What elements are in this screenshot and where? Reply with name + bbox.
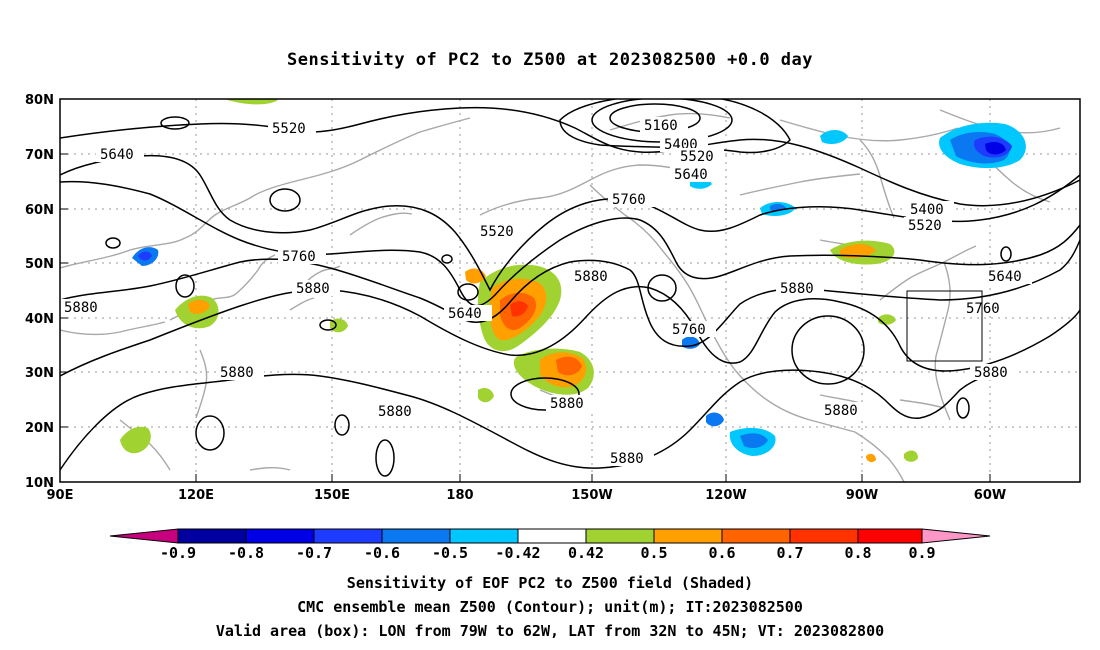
- lat-axis: 80N 70N 60N 50N 40N 30N 20N 10N: [25, 93, 68, 491]
- lon-axis: 90E 120E 150E 180 150W 120W 90W 60W: [47, 474, 1006, 503]
- lon-tick-label: 150E: [314, 488, 350, 503]
- colorbar-label: -0.9: [160, 544, 196, 562]
- lon-tick-label: 60W: [974, 488, 1006, 503]
- colorbar-segment: [245, 528, 315, 544]
- colorbar-segment: [381, 528, 451, 544]
- contour-label: 5760: [672, 322, 706, 338]
- colorbar-label: 0.6: [708, 544, 735, 562]
- caption-line-3: Valid area (box): LON from 79W to 62W, L…: [215, 622, 885, 640]
- contour-label: 5520: [908, 218, 942, 234]
- lat-tick-label: 30N: [25, 366, 54, 381]
- contour-label: 5640: [448, 306, 482, 322]
- contour-label: 5760: [612, 192, 646, 208]
- colorbar-label: -0.7: [296, 544, 332, 562]
- caption-line-1: Sensitivity of EOF PC2 to Z500 field (Sh…: [346, 574, 754, 592]
- lat-tick-label: 40N: [25, 312, 54, 327]
- colorbar-right-triangle: [921, 528, 991, 544]
- contour-label: 5880: [974, 365, 1008, 381]
- sensitivity-shading: [120, 99, 1026, 463]
- contour-label: 5880: [550, 396, 584, 412]
- colorbar-segment: [517, 528, 587, 544]
- colorbar-label: 0.5: [640, 544, 667, 562]
- lat-tick-label: 80N: [25, 93, 54, 108]
- lat-tick-label: 70N: [25, 148, 54, 163]
- valid-area-box: [906, 290, 983, 362]
- contour-label: 5640: [988, 269, 1022, 285]
- contour-label: 5520: [480, 224, 514, 240]
- lat-tick-label: 10N: [25, 476, 54, 491]
- contour-label: 5880: [824, 403, 858, 419]
- contour-label: 5760: [966, 301, 1000, 317]
- contour-label: 5400: [910, 202, 944, 218]
- colorbar-segment: [449, 528, 519, 544]
- colorbar-label: 0.8: [844, 544, 871, 562]
- colorbar-label: -0.8: [228, 544, 264, 562]
- colorbar-label: -0.6: [364, 544, 400, 562]
- plot-title: Sensitivity of PC2 to Z500 at 2023082500…: [286, 50, 813, 70]
- contour-label: 5520: [680, 149, 714, 165]
- lat-tick-label: 20N: [25, 421, 54, 436]
- lon-tick-label: 180: [446, 488, 473, 503]
- lat-tick-label: 50N: [25, 257, 54, 272]
- colorbar-segment: [653, 528, 723, 544]
- colorbar-label: -0.5: [432, 544, 468, 562]
- contour-label: 5880: [220, 365, 254, 381]
- colorbar-segment: [857, 528, 923, 544]
- contour-label: 5640: [674, 167, 708, 183]
- contour-label: 5520: [272, 121, 306, 137]
- map-frame: [59, 98, 1081, 483]
- contour-label: 5760: [282, 249, 316, 265]
- lon-tick-label: 90E: [47, 488, 74, 503]
- lon-tick-label: 120E: [178, 488, 214, 503]
- caption-line-2: CMC ensemble mean Z500 (Contour); unit(m…: [297, 598, 803, 616]
- colorbar-segment: [177, 528, 247, 544]
- colorbar: -0.9 -0.8 -0.7 -0.6 -0.5 -0.42 0.42 0.5 …: [109, 528, 991, 562]
- contour-label: 5880: [610, 451, 644, 467]
- lon-tick-label: 150W: [571, 488, 612, 503]
- contour-label: 5880: [378, 404, 412, 420]
- lon-tick-label: 120W: [705, 488, 746, 503]
- lon-tick-label: 90W: [846, 488, 878, 503]
- contour-label: 5880: [574, 269, 608, 285]
- colorbar-segment: [789, 528, 859, 544]
- colorbar-left-triangle: [109, 528, 179, 544]
- lat-tick-label: 60N: [25, 203, 54, 218]
- contour-label: 5160: [644, 118, 678, 134]
- z500-contours: [60, 99, 1080, 477]
- colorbar-label: 0.9: [908, 544, 935, 562]
- contour-label: 5640: [100, 147, 134, 163]
- contour-label: 5880: [296, 281, 330, 297]
- contour-label: 5880: [780, 281, 814, 297]
- colorbar-label: 0.7: [776, 544, 803, 562]
- contour-labels: 5520 5640 5760 5160 5400 5520 5640 5760 …: [60, 117, 1032, 467]
- colorbar-segment: [585, 528, 655, 544]
- contour-label: 5880: [64, 300, 98, 316]
- colorbar-segment: [721, 528, 791, 544]
- colorbar-label: -0.42: [495, 544, 540, 562]
- colorbar-segment: [313, 528, 383, 544]
- colorbar-label: 0.42: [568, 544, 604, 562]
